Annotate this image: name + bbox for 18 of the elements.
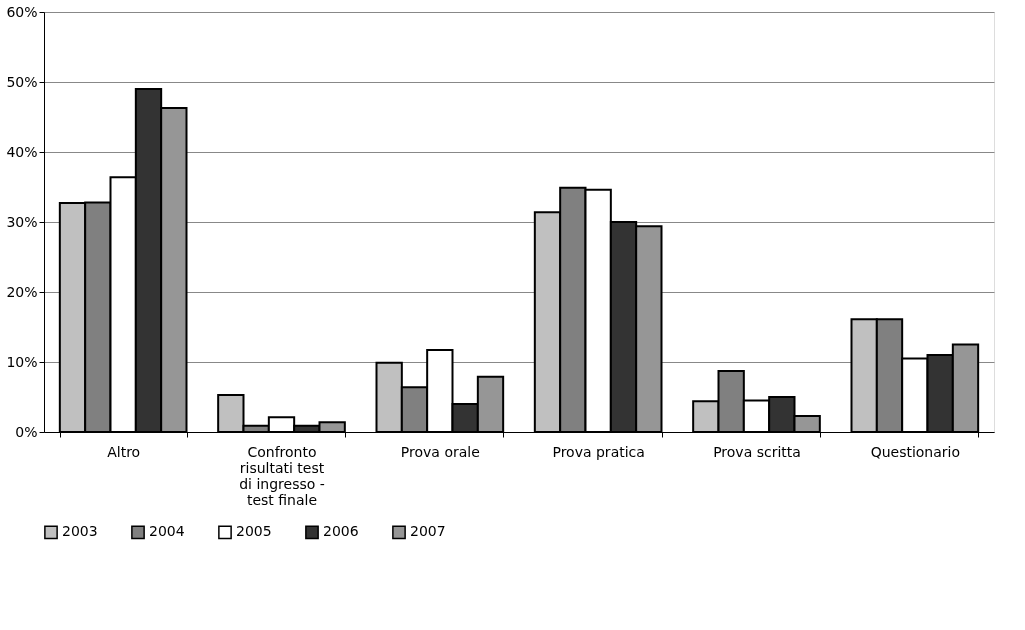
x-tick-label: Prova pratica: [552, 443, 645, 460]
y-tick-label: 10%: [6, 353, 38, 370]
y-tick-label: 0%: [15, 423, 38, 440]
y-tick-label: 30%: [6, 213, 38, 230]
x-tick-label: Questionario: [870, 443, 961, 460]
legend-label: 2007: [410, 523, 446, 540]
legend-label: 2004: [149, 523, 185, 540]
legend-label: 2003: [62, 523, 98, 540]
x-tick-label: Prova scritta: [713, 443, 801, 460]
legend-label: 2006: [323, 523, 359, 540]
y-tick-label: 60%: [6, 3, 38, 20]
x-tick-label: Confronto risultati test di ingresso - test finale: [239, 443, 325, 508]
y-tick-label: 50%: [6, 73, 38, 90]
y-tick-label: 40%: [6, 143, 38, 160]
x-tick-label: Altro: [107, 443, 141, 460]
y-tick-label: 20%: [6, 283, 38, 300]
legend-label: 2005: [236, 523, 272, 540]
x-tick-label: Prova orale: [400, 443, 480, 460]
